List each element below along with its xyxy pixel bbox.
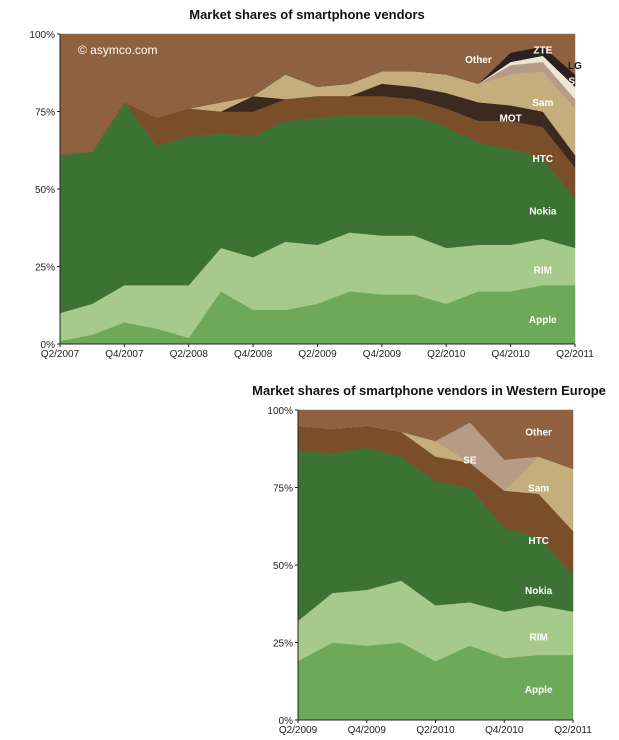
series-label-sam: Sam [532,98,553,109]
x-tick-label: Q2/2008 [170,349,209,360]
x-tick-label: Q2/2011 [554,725,592,736]
x-tick-label: Q4/2007 [105,349,144,360]
series-label-sam: Sam [528,484,549,495]
x-tick-label: Q2/2009 [298,349,337,360]
series-label-htc: HTC [528,536,549,547]
chart-global-svg: Market shares of smartphone vendors 0% 25%… [29,7,594,360]
series-label-nokia: Nokia [525,586,553,597]
series-label-se: SE [568,77,582,88]
series-label-lg: LG [568,61,582,72]
y-tick-label: 0% [279,716,294,727]
area-series-other [59,33,576,156]
y-tick-label: 75% [273,484,293,495]
x-tick-label: Q4/2010 [491,349,530,360]
x-tick-label: Q4/2009 [348,725,387,736]
x-tick-label: Q2/2011 [556,349,594,360]
series-label-other: Other [465,55,492,66]
x-tick-label: Q2/2007 [41,349,80,360]
series-label-apple: Apple [529,315,557,326]
series-label-rim: RIM [529,632,547,643]
series-label-rim: RIM [534,266,552,277]
chart-global-smartphone-share: Market shares of smartphone vendors 0% 25%… [29,7,594,360]
series-label-htc: HTC [533,154,554,165]
y-tick-label: 25% [35,263,55,274]
watermark-text: © asymco.com [78,43,158,57]
chart-title: Market shares of smartphone vendors [189,7,425,22]
y-tick-label: 50% [273,561,293,572]
series-label-zte: ZTE [533,46,552,57]
series-label-mot: MOT [500,114,522,125]
y-tick-label: 100% [267,406,293,417]
series-label-nokia: Nokia [529,207,557,218]
series-label-apple: Apple [525,685,553,696]
y-tick-label: 25% [273,639,293,650]
x-tick-label: Q2/2009 [279,725,318,736]
x-tick-label: Q4/2008 [234,349,273,360]
y-tick-label: 75% [35,108,55,119]
series-label-se: SE [463,456,477,467]
chart-western-europe-smartphone-share: Market shares of smartphone vendors in W… [252,376,619,740]
x-tick-label: Q4/2010 [485,725,524,736]
x-tick-label: Q2/2010 [427,349,466,360]
series-label-other: Other [525,428,552,439]
y-tick-label: 100% [29,30,55,41]
x-tick-label: Q4/2009 [363,349,402,360]
chart-europe-svg: Market shares of smartphone vendors in W… [252,383,606,736]
area-series-other [297,409,574,470]
y-tick-label: 50% [35,185,55,196]
chart-title: Market shares of smartphone vendors in W… [252,383,606,398]
x-tick-label: Q2/2010 [416,725,455,736]
y-tick-label: 0% [41,340,56,351]
